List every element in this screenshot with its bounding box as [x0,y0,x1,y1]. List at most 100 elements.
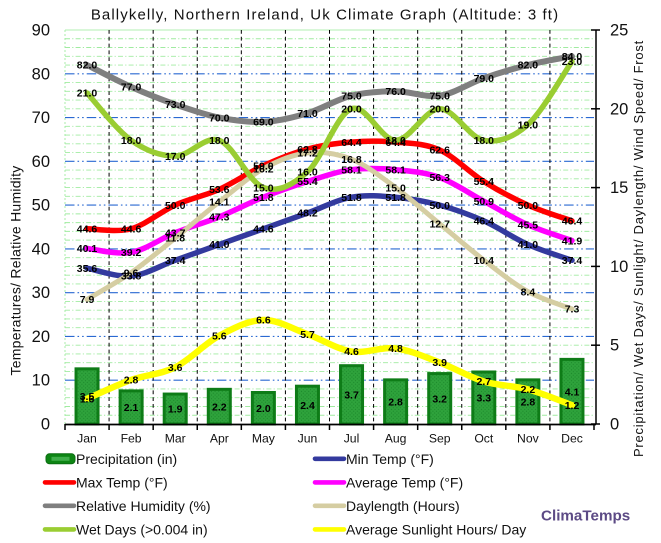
svg-text:Precipitation/ Wet Days/ Sunli: Precipitation/ Wet Days/ Sunlight/ Dayle… [631,40,646,457]
svg-text:Mar: Mar [165,432,186,446]
svg-text:4.1: 4.1 [565,386,580,398]
svg-text:10: 10 [32,372,50,390]
svg-text:70.0: 70.0 [209,112,230,124]
svg-text:73.0: 73.0 [165,99,186,111]
svg-text:50.0: 50.0 [429,200,450,212]
svg-text:Aug: Aug [385,432,407,446]
svg-text:44.6: 44.6 [77,224,98,236]
svg-text:2.7: 2.7 [476,376,491,388]
svg-text:20.0: 20.0 [341,104,362,116]
svg-text:14.1: 14.1 [209,197,230,209]
svg-text:44.6: 44.6 [121,224,142,236]
svg-text:62.8: 62.8 [297,144,318,156]
svg-text:41.0: 41.0 [209,239,230,251]
svg-text:53.6: 53.6 [209,184,230,196]
svg-text:55.4: 55.4 [297,176,318,188]
svg-text:0: 0 [610,416,619,434]
svg-text:76.0: 76.0 [385,86,406,98]
svg-text:2.2: 2.2 [212,401,227,413]
svg-text:75.0: 75.0 [429,90,450,102]
svg-text:19.0: 19.0 [518,119,539,131]
svg-text:20.0: 20.0 [429,104,450,116]
svg-text:64.4: 64.4 [385,137,406,149]
svg-text:18.0: 18.0 [385,135,406,147]
svg-text:51.8: 51.8 [253,192,274,204]
svg-text:50.0: 50.0 [518,200,539,212]
svg-text:15: 15 [610,179,628,197]
svg-text:Jul: Jul [344,432,360,446]
svg-text:9.6: 9.6 [124,267,139,279]
svg-text:Temperatures/ Relative Humidit: Temperatures/ Relative Humidity [8,165,24,375]
svg-text:75.0: 75.0 [341,90,362,102]
svg-text:Sep: Sep [429,432,451,446]
svg-text:Min Temp (°F): Min Temp (°F) [346,451,434,467]
svg-text:2.8: 2.8 [521,397,536,409]
svg-text:1.6: 1.6 [80,394,95,406]
svg-text:46.4: 46.4 [562,216,583,228]
svg-text:5.7: 5.7 [300,329,315,341]
svg-text:40.1: 40.1 [77,243,98,255]
svg-text:Oct: Oct [474,432,494,446]
svg-text:20: 20 [610,100,628,118]
svg-text:3.3: 3.3 [476,393,491,405]
svg-text:Jan: Jan [77,432,97,446]
svg-text:Average Temp (°F): Average Temp (°F) [346,474,463,490]
svg-text:Relative Humidity (%): Relative Humidity (%) [76,498,211,514]
svg-text:62.6: 62.6 [429,145,450,157]
svg-text:15.0: 15.0 [253,182,274,194]
svg-text:43.7: 43.7 [165,227,186,239]
svg-text:3.6: 3.6 [168,362,183,374]
svg-text:Jun: Jun [298,432,318,446]
svg-text:59.0: 59.0 [253,160,274,172]
svg-text:51.8: 51.8 [385,192,406,204]
svg-text:7.3: 7.3 [565,304,580,316]
svg-text:16.8: 16.8 [341,154,362,166]
svg-text:2.2: 2.2 [521,384,536,396]
svg-text:ClimaTemps: ClimaTemps [541,508,630,525]
svg-text:0: 0 [41,416,50,434]
svg-text:Max Temp (°F): Max Temp (°F) [76,474,168,490]
svg-text:5.6: 5.6 [212,330,227,342]
svg-text:90: 90 [32,22,50,40]
svg-text:10: 10 [610,258,628,276]
svg-text:Ballykelly, Northern Ireland,: Ballykelly, Northern Ireland, Uk Climate… [91,7,559,24]
svg-text:Daylength (Hours): Daylength (Hours) [346,498,460,514]
svg-text:Wet Days (>0.004 in): Wet Days (>0.004 in) [76,521,208,537]
svg-text:18.0: 18.0 [121,135,142,147]
svg-text:Average Sunlight Hours/ Day: Average Sunlight Hours/ Day [346,521,526,537]
svg-text:71.0: 71.0 [297,108,318,120]
svg-text:82.0: 82.0 [518,60,539,72]
svg-text:Feb: Feb [121,432,142,446]
svg-text:50.9: 50.9 [474,196,495,208]
svg-text:51.8: 51.8 [341,192,362,204]
svg-text:21.0: 21.0 [77,88,98,100]
svg-text:17.2: 17.2 [297,148,318,160]
svg-text:5: 5 [610,337,619,355]
svg-text:18.0: 18.0 [209,135,230,147]
svg-text:16.2: 16.2 [253,163,274,175]
svg-text:8.4: 8.4 [521,286,536,298]
svg-text:May: May [252,432,276,446]
svg-text:2.0: 2.0 [256,403,271,415]
svg-text:37.4: 37.4 [562,255,583,267]
svg-text:6.6: 6.6 [256,315,271,327]
svg-text:56.3: 56.3 [429,172,450,184]
svg-text:45.5: 45.5 [518,220,539,232]
svg-text:4.6: 4.6 [344,346,359,358]
svg-text:79.0: 79.0 [474,73,495,85]
svg-text:10.4: 10.4 [474,255,495,267]
svg-text:1.2: 1.2 [565,400,580,412]
svg-text:40: 40 [32,240,50,258]
svg-text:11.8: 11.8 [165,233,185,245]
svg-text:35.6: 35.6 [77,263,98,275]
svg-text:Apr: Apr [210,432,229,446]
svg-text:25: 25 [610,22,628,40]
svg-text:48.2: 48.2 [297,208,318,220]
svg-text:58.1: 58.1 [341,164,362,176]
svg-text:3.2: 3.2 [432,394,447,406]
svg-text:37.4: 37.4 [165,255,186,267]
svg-text:2.4: 2.4 [300,400,315,412]
svg-text:Dec: Dec [561,432,583,446]
svg-text:80: 80 [32,65,50,83]
svg-text:3.9: 3.9 [432,357,447,369]
